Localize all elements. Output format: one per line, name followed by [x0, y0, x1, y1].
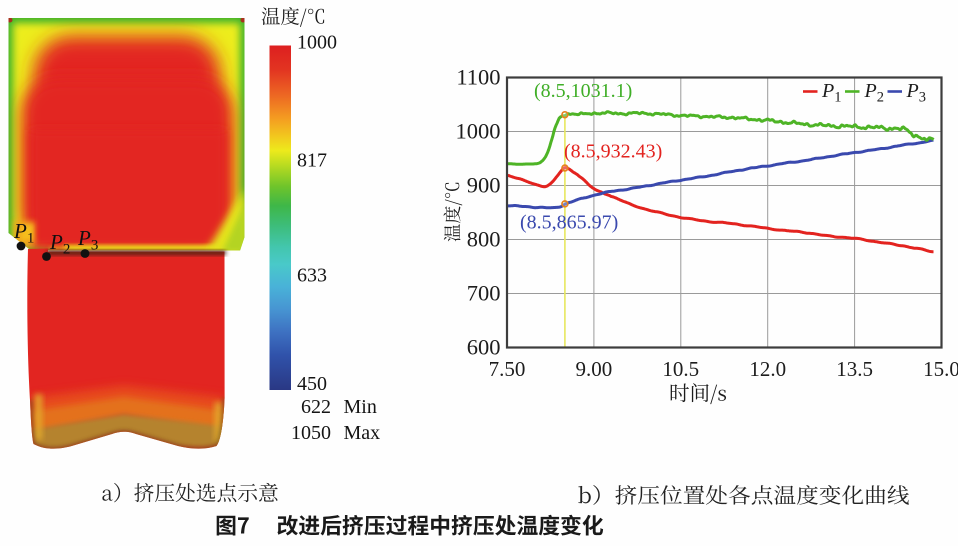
svg-text:15.0: 15.0 — [923, 357, 958, 381]
svg-text:P1: P1 — [821, 80, 841, 106]
svg-text:600: 600 — [467, 335, 501, 360]
svg-text:1100: 1100 — [456, 65, 500, 90]
svg-text:1050: 1050 — [291, 422, 331, 444]
svg-text:Max: Max — [344, 422, 381, 444]
svg-text:700: 700 — [467, 281, 501, 306]
svg-text:817: 817 — [297, 150, 327, 172]
svg-text:800: 800 — [467, 227, 501, 252]
svg-text:633: 633 — [297, 265, 327, 287]
svg-text:(8.5,865.97): (8.5,865.97) — [520, 212, 618, 234]
svg-text:1000: 1000 — [297, 32, 337, 54]
svg-text:P3: P3 — [906, 80, 926, 106]
svg-text:9.00: 9.00 — [576, 357, 613, 381]
svg-text:(8.5,1031.1): (8.5,1031.1) — [534, 80, 632, 102]
svg-text:900: 900 — [467, 173, 501, 198]
svg-text:622: 622 — [301, 396, 331, 418]
svg-text:12.0: 12.0 — [749, 357, 786, 381]
svg-text:Min: Min — [344, 396, 377, 418]
svg-text:P2: P2 — [864, 80, 884, 106]
svg-text:1000: 1000 — [456, 119, 501, 144]
svg-text:10.5: 10.5 — [662, 357, 699, 381]
svg-text:7.50: 7.50 — [489, 357, 526, 381]
svg-text:(8.5,932.43): (8.5,932.43) — [564, 141, 662, 163]
svg-text:13.5: 13.5 — [836, 357, 873, 381]
svg-text:450: 450 — [297, 373, 327, 395]
